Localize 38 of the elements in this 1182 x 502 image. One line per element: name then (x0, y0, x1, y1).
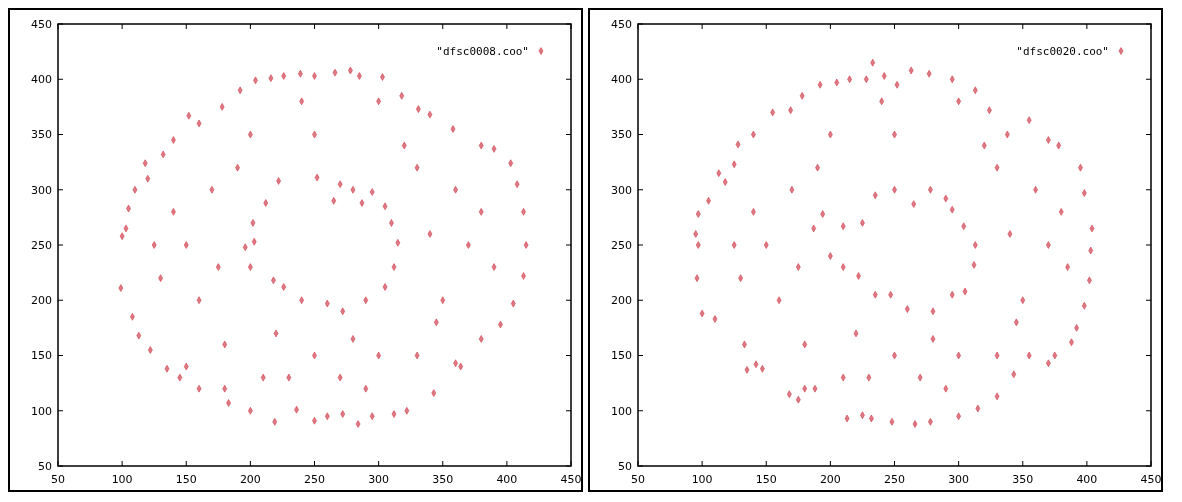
y-tick-label: 200 (611, 294, 632, 308)
x-tick-label: 400 (1076, 473, 1098, 486)
x-tick-label: 50 (631, 473, 645, 486)
x-tick-label: 450 (560, 473, 582, 486)
y-tick-label: 250 (611, 238, 632, 252)
y-tick-label: 300 (31, 183, 52, 197)
y-tick-label: 400 (611, 73, 632, 87)
y-tick-label: 150 (31, 349, 52, 363)
y-tick-label: 150 (611, 349, 632, 363)
x-tick-label: 250 (884, 473, 905, 486)
x-tick-label: 50 (51, 473, 65, 486)
x-tick-label: 200 (239, 473, 261, 486)
y-tick-label: 100 (611, 404, 632, 418)
legend-label: "dfsc0008.coo" (436, 44, 529, 58)
y-tick-label: 450 (611, 17, 632, 31)
x-tick-label: 350 (432, 473, 454, 486)
y-tick-label: 200 (31, 294, 52, 308)
x-tick-label: 300 (368, 473, 390, 486)
y-tick-label: 100 (31, 404, 52, 418)
y-tick-label: 300 (611, 183, 632, 197)
x-tick-label: 400 (496, 473, 518, 486)
x-tick-label: 450 (1140, 473, 1162, 486)
y-tick-label: 450 (31, 17, 52, 31)
x-tick-label: 200 (819, 473, 841, 486)
x-tick-label: 350 (1012, 473, 1034, 486)
y-tick-label: 400 (31, 73, 52, 87)
x-tick-label: 300 (948, 473, 970, 486)
y-tick-label: 250 (31, 238, 52, 252)
x-tick-label: 150 (755, 473, 777, 486)
legend-label: "dfsc0020.coo" (1016, 44, 1109, 58)
x-tick-label: 100 (691, 473, 713, 486)
x-tick-label: 100 (111, 473, 133, 486)
y-tick-label: 350 (31, 128, 52, 142)
y-tick-label: 50 (618, 459, 632, 473)
y-tick-label: 350 (611, 128, 632, 142)
y-tick-label: 50 (38, 459, 52, 473)
x-tick-label: 150 (175, 473, 197, 486)
x-tick-label: 250 (304, 473, 325, 486)
